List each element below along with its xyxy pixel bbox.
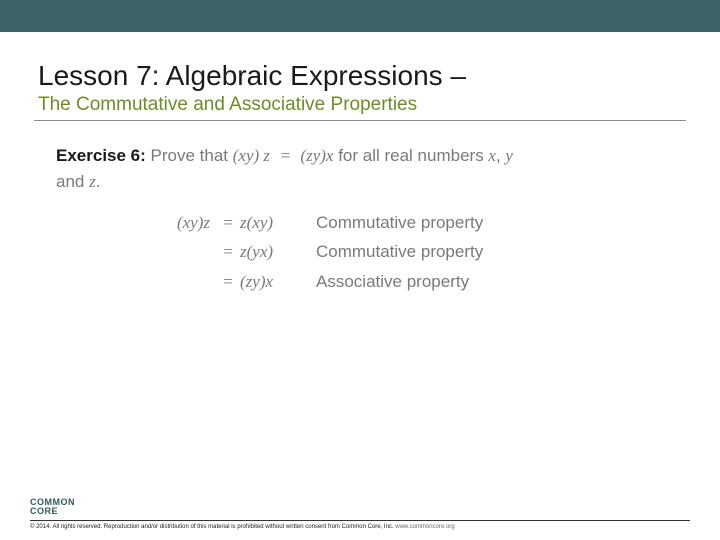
exercise-label: Exercise 6: [56, 146, 146, 165]
proof-row: = (zy)x Associative property [138, 267, 672, 297]
var-x: x [488, 146, 496, 165]
proof-reason: Commutative property [312, 208, 483, 238]
proof-mid: (zy)x [240, 267, 312, 297]
proof-eq: = [216, 267, 240, 297]
copyright-main: © 2014. All rights reserved. Reproductio… [30, 524, 394, 530]
problem-mid: for all real numbers [338, 146, 488, 165]
period: . [96, 172, 101, 191]
title-underline [34, 120, 686, 121]
footer-divider [30, 520, 690, 521]
exercise-block: Exercise 6: Prove that (xy) z = (zy)x fo… [38, 143, 682, 297]
slide-content: Lesson 7: Algebraic Expressions – The Co… [0, 32, 720, 297]
proof-mid: z(xy) [240, 208, 312, 238]
comma: , [496, 146, 505, 165]
slide-footer: COMMON CORE © 2014. All rights reserved.… [0, 498, 720, 540]
expr-eq: = [279, 146, 290, 165]
top-bar [0, 0, 720, 32]
problem-prefix: Prove that [151, 146, 233, 165]
proof-mid: z(yx) [240, 237, 312, 267]
exercise-problem: Exercise 6: Prove that (xy) z = (zy)x fo… [56, 143, 672, 196]
copyright-text: © 2014. All rights reserved. Reproductio… [30, 524, 690, 530]
expr-lhs: (xy) z [233, 146, 270, 165]
var-y: y [505, 146, 513, 165]
proof-eq: = [216, 208, 240, 238]
proof-reason: Commutative property [312, 237, 483, 267]
lesson-title: Lesson 7: Algebraic Expressions – [38, 60, 682, 92]
proof-left: (xy)z [138, 208, 216, 238]
expr-rhs: (zy)x [300, 146, 333, 165]
lesson-subtitle: The Commutative and Associative Properti… [38, 94, 682, 116]
proof-eq: = [216, 237, 240, 267]
var-z: z [89, 172, 96, 191]
proof-reason: Associative property [312, 267, 469, 297]
copyright-url: www.commoncore.org [395, 524, 454, 530]
common-core-logo: COMMON CORE [30, 498, 690, 516]
logo-line-2: CORE [30, 507, 690, 516]
proof-row: = z(yx) Commutative property [138, 237, 672, 267]
logo-line-1: COMMON [30, 498, 690, 507]
proof-block: (xy)z = z(xy) Commutative property = z(y… [56, 208, 672, 297]
proof-row: (xy)z = z(xy) Commutative property [138, 208, 672, 238]
and-text: and [56, 172, 89, 191]
